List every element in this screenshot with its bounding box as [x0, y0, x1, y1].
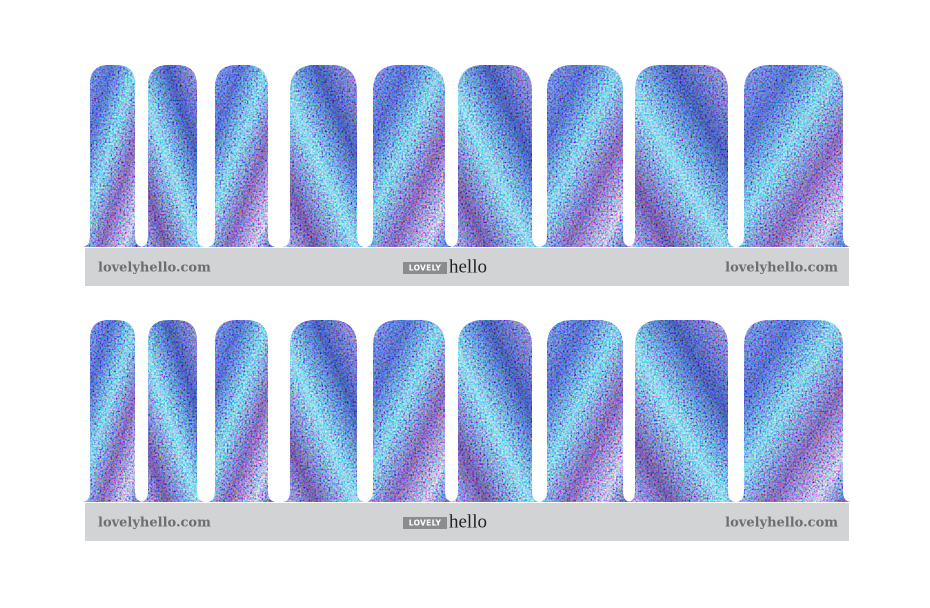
nail-wrap — [208, 65, 275, 247]
nail-wrap — [451, 320, 539, 502]
sheet: lovelyhello.com LOVELY hello lovelyhello… — [83, 65, 850, 286]
sheet: lovelyhello.com LOVELY hello lovelyhello… — [83, 320, 850, 541]
backing-strip — [85, 248, 849, 286]
nail-wrap — [451, 65, 539, 247]
nail-wrap — [141, 65, 204, 247]
website-left: lovelyhello.com — [98, 516, 211, 531]
nail-wrap — [366, 65, 452, 247]
logo-word: hello — [449, 511, 487, 532]
logo-box-text: LOVELY — [409, 264, 442, 273]
nail-wrap — [366, 320, 452, 502]
logo-box — [403, 517, 447, 529]
website-right: lovelyhello.com — [725, 261, 838, 276]
logo-box — [403, 262, 447, 274]
nail-wrap — [208, 320, 275, 502]
website-left: lovelyhello.com — [98, 261, 211, 276]
logo-box-text: LOVELY — [409, 519, 442, 528]
nail-wrap — [628, 65, 735, 247]
nail-wrap — [540, 320, 630, 502]
website-right: lovelyhello.com — [725, 516, 838, 531]
nail-wrap — [628, 320, 735, 502]
nail-wrap — [737, 65, 850, 247]
nail-wrap — [83, 65, 142, 247]
nail-wrap — [283, 320, 364, 502]
nail-wrap — [83, 320, 142, 502]
nail-wrap — [141, 320, 204, 502]
nail-wrap — [737, 320, 850, 502]
backing-strip — [85, 503, 849, 541]
nail-wrap — [540, 65, 630, 247]
nail-wrap — [283, 65, 364, 247]
logo-word: hello — [449, 256, 487, 277]
